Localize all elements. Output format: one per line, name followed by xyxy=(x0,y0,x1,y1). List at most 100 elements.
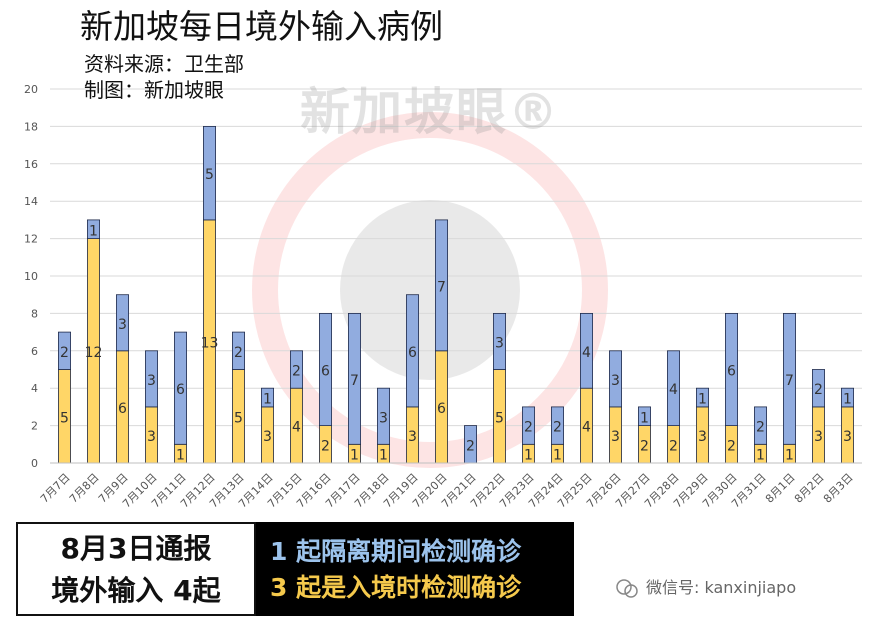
data-label: 2 xyxy=(727,438,736,454)
data-label: 3 xyxy=(147,429,156,445)
y-tick-label: 0 xyxy=(31,457,38,470)
bar-segment-quarantine xyxy=(290,350,303,389)
data-label: 3 xyxy=(843,429,852,445)
data-label: 2 xyxy=(60,345,69,361)
data-label: 2 xyxy=(321,438,330,454)
bar-segment-quarantine xyxy=(638,406,651,426)
bar-segment-quarantine xyxy=(319,312,332,426)
bar-segment-quarantine xyxy=(493,312,506,370)
x-tick-label: 8月1日 xyxy=(763,471,798,506)
data-label: 3 xyxy=(814,429,823,445)
y-tick-label: 10 xyxy=(24,270,38,283)
y-tick-label: 14 xyxy=(24,195,38,208)
bar-segment-quarantine xyxy=(406,294,419,408)
data-label: 5 xyxy=(234,410,243,426)
bar-segment-quarantine xyxy=(232,331,245,370)
data-label: 4 xyxy=(582,345,591,361)
data-label: 1 xyxy=(640,410,649,426)
data-label: 1 xyxy=(785,448,794,464)
data-label: 3 xyxy=(147,373,156,389)
data-label: 2 xyxy=(756,420,765,436)
data-label: 7 xyxy=(785,373,794,389)
data-label: 3 xyxy=(495,335,504,351)
source-line: 资料来源：卫生部 xyxy=(84,52,244,76)
data-label: 3 xyxy=(698,429,707,445)
data-label: 3 xyxy=(263,429,272,445)
data-label: 6 xyxy=(437,401,446,417)
data-label: 1 xyxy=(350,448,359,464)
bar-segment-quarantine xyxy=(725,312,738,426)
bar-segment-quarantine xyxy=(696,387,709,408)
detail-line-quarantine: 1 起隔离期间检测确诊 xyxy=(270,537,522,566)
data-label: 13 xyxy=(201,335,219,351)
bar-segment-quarantine xyxy=(87,219,100,239)
y-tick-label: 16 xyxy=(24,158,38,171)
summary-line-1: 8月3日通报 xyxy=(60,532,212,565)
data-label: 1 xyxy=(843,392,852,408)
data-label: 1 xyxy=(379,448,388,464)
y-tick-label: 4 xyxy=(31,382,38,395)
data-label: 6 xyxy=(408,345,417,361)
y-tick-label: 2 xyxy=(31,420,38,433)
data-label: 1 xyxy=(698,392,707,408)
wechat-icon xyxy=(616,578,638,598)
bar-segment-quarantine xyxy=(551,406,564,445)
data-label: 7 xyxy=(437,279,446,295)
bar-segment-quarantine xyxy=(203,126,216,221)
y-tick-label: 6 xyxy=(31,345,38,358)
data-label: 3 xyxy=(408,429,417,445)
x-axis-tick-labels: 7月7日7月8日7月9日7月10日7月11日7月12日7月13日7月14日7月1… xyxy=(38,471,856,511)
y-tick-label: 12 xyxy=(24,233,38,246)
bar-segment-quarantine xyxy=(435,219,448,352)
data-label: 1 xyxy=(756,448,765,464)
bar-segment-quarantine xyxy=(174,331,187,445)
bar-segment-quarantine xyxy=(580,312,593,389)
x-tick-label: 7月8日 xyxy=(67,471,102,506)
detail-box: 1 起隔离期间检测确诊 3 起是入境时检测确诊 xyxy=(256,522,574,616)
bar-segment-quarantine xyxy=(348,312,361,445)
data-label: 3 xyxy=(118,317,127,333)
wechat-footer: 微信号: kanxinjiapo xyxy=(614,574,796,600)
data-label: 3 xyxy=(611,429,620,445)
x-tick-label: 8月2日 xyxy=(792,471,827,506)
bar-segment-quarantine xyxy=(261,387,274,408)
data-label: 1 xyxy=(524,448,533,464)
data-label: 4 xyxy=(582,420,591,436)
summary-line-2: 境外输入 4起 xyxy=(51,574,221,607)
data-label: 2 xyxy=(524,420,533,436)
bar-segment-quarantine xyxy=(116,294,129,352)
bar-segment-quarantine xyxy=(812,369,825,408)
data-label: 1 xyxy=(89,223,98,239)
data-label: 4 xyxy=(669,382,678,398)
y-tick-label: 18 xyxy=(24,120,38,133)
data-label: 5 xyxy=(495,410,504,426)
credit-line: 制图：新加坡眼 xyxy=(84,78,224,102)
data-label: 6 xyxy=(118,401,127,417)
data-label: 1 xyxy=(553,448,562,464)
y-tick-label: 8 xyxy=(31,307,38,320)
bar-segment-quarantine xyxy=(58,331,71,370)
detail-line-arrival: 3 起是入境时检测确诊 xyxy=(270,573,522,602)
data-label: 2 xyxy=(669,438,678,454)
data-label: 2 xyxy=(553,420,562,436)
bar-segment-quarantine xyxy=(145,350,158,408)
data-label: 6 xyxy=(176,382,185,398)
y-tick-label: 20 xyxy=(24,83,38,96)
bar-segment-quarantine xyxy=(377,387,390,445)
data-label: 1 xyxy=(176,448,185,464)
watermark-text: 新加坡眼® xyxy=(300,83,560,141)
y-axis-tick-labels: 0 2 4 6 8 10 12 14 16 18 20 xyxy=(24,83,38,470)
bar-segment-quarantine xyxy=(609,350,622,408)
bar-segment-quarantine xyxy=(667,350,680,426)
summary-box: 8月3日通报 境外输入 4起 xyxy=(16,522,256,616)
data-label: 2 xyxy=(814,382,823,398)
x-tick-label: 7月7日 xyxy=(38,471,73,506)
data-label: 7 xyxy=(350,373,359,389)
data-label: 5 xyxy=(60,410,69,426)
data-label: 3 xyxy=(611,373,620,389)
data-label: 1 xyxy=(263,392,272,408)
data-label: 6 xyxy=(321,364,330,380)
data-label: 2 xyxy=(466,438,475,454)
bar-segment-quarantine xyxy=(522,406,535,445)
